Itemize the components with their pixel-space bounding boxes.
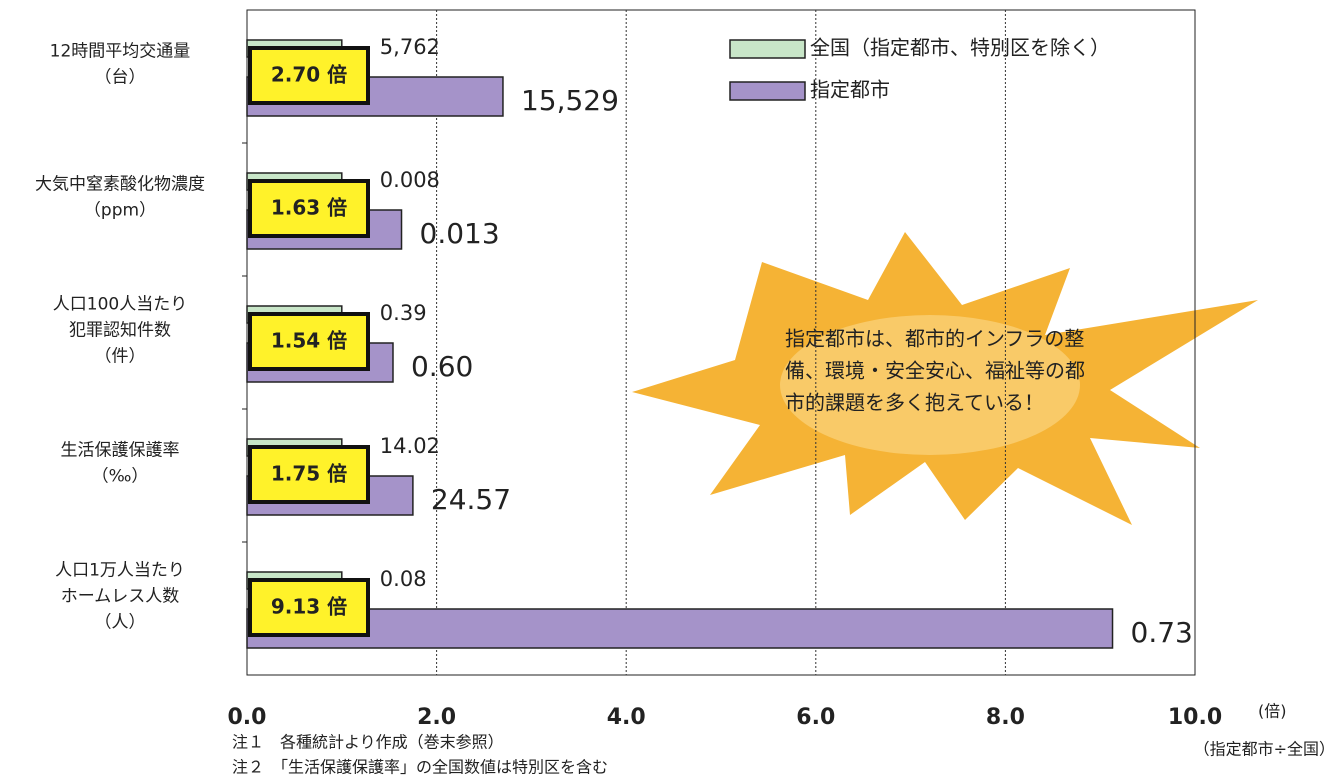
x-tick-label: 2.0 bbox=[417, 705, 456, 730]
y-tick-label: 人口100人当たり bbox=[53, 295, 187, 315]
legend-label: 全国（指定都市、特別区を除く） bbox=[810, 36, 1110, 60]
ratio-box bbox=[248, 46, 370, 105]
x-tick-label: 4.0 bbox=[607, 705, 646, 730]
y-tick-label: 犯罪認知件数 bbox=[69, 321, 171, 341]
y-tick-label: （‰） bbox=[92, 467, 149, 487]
raw-value-label: 0.73 bbox=[1131, 616, 1193, 649]
note: 注２ 「生活保護保護率」の全国数値は特別区を含む bbox=[232, 758, 608, 777]
y-tick-label: （ppm） bbox=[84, 201, 156, 221]
ratio-box bbox=[248, 578, 370, 637]
value-label: 1.63 倍 bbox=[271, 196, 347, 220]
raw-value-label: 15,529 bbox=[521, 84, 619, 117]
callout-text: 備、環境・安全安心、福祉等の都 bbox=[785, 359, 1085, 383]
y-tick-label: 生活保護保護率 bbox=[61, 441, 180, 461]
raw-value-label: 0.60 bbox=[411, 350, 473, 383]
x-tick-label: 10.0 bbox=[1168, 705, 1222, 730]
legend-swatch bbox=[729, 39, 806, 59]
x-axis-label: （指定都市÷全国） bbox=[1194, 740, 1335, 759]
y-tick-label: （台） bbox=[95, 68, 146, 88]
value-label: 9.13 倍 bbox=[271, 595, 347, 619]
legend-swatch bbox=[729, 81, 806, 101]
y-tick-label: ホームレス人数 bbox=[61, 587, 180, 607]
y-tick-label: 大気中窒素酸化物濃度 bbox=[35, 175, 205, 195]
callout-text: 指定都市は、都市的インフラの整 bbox=[785, 327, 1084, 351]
x-tick-label: 6.0 bbox=[796, 705, 835, 730]
raw-value-label: 5,762 bbox=[380, 35, 440, 59]
y-tick-label: （件） bbox=[95, 347, 146, 367]
raw-value-label: 0.39 bbox=[380, 301, 427, 325]
raw-value-label: 24.57 bbox=[431, 483, 511, 516]
x-tick-label: 8.0 bbox=[986, 705, 1025, 730]
value-label: 2.70 倍 bbox=[271, 63, 347, 87]
ratio-box bbox=[248, 179, 370, 238]
raw-value-label: 14.02 bbox=[380, 434, 440, 458]
y-tick-label: 人口1万人当たり bbox=[55, 561, 185, 581]
x-unit: (倍) bbox=[1258, 702, 1287, 721]
value-label: 1.54 倍 bbox=[271, 329, 347, 353]
callout-text: 市的課題を多く抱えている！ bbox=[785, 391, 1044, 415]
ratio-box bbox=[248, 312, 370, 371]
y-tick-label: 12時間平均交通量 bbox=[50, 42, 191, 62]
bar bbox=[246, 608, 1114, 649]
note: 注１ 各種統計より作成（巻末参照） bbox=[232, 733, 504, 752]
raw-value-label: 0.08 bbox=[380, 567, 427, 591]
legend-label: 指定都市 bbox=[810, 78, 890, 102]
raw-value-label: 0.013 bbox=[420, 217, 500, 250]
ratio-box bbox=[248, 445, 370, 504]
value-label: 1.75 倍 bbox=[271, 462, 347, 486]
y-tick-label: （人） bbox=[95, 613, 146, 633]
x-tick-label: 0.0 bbox=[228, 705, 267, 730]
raw-value-label: 0.008 bbox=[380, 168, 440, 192]
